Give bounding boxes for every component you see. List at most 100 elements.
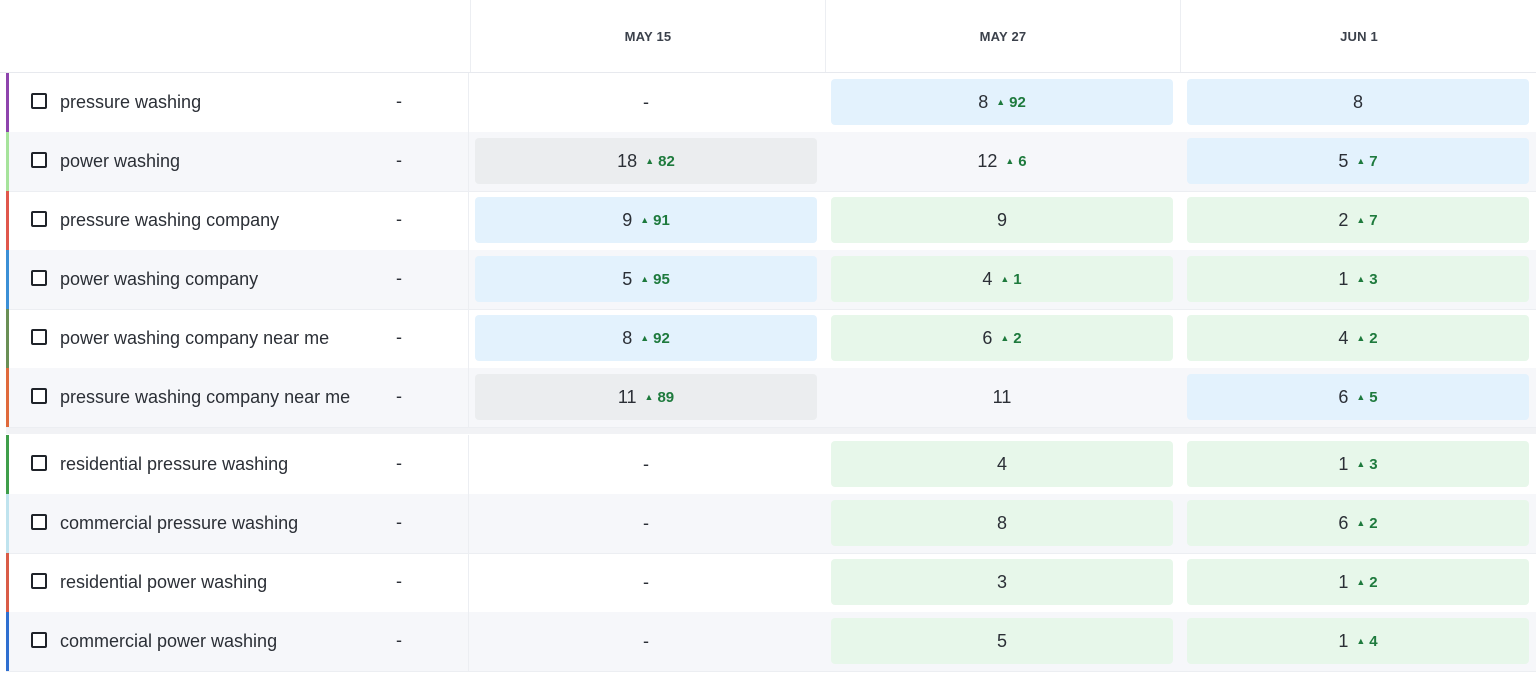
rank-cell[interactable]: -: [475, 441, 817, 487]
up-arrow-icon: ▲: [640, 333, 650, 343]
rank-cell[interactable]: -: [475, 79, 817, 125]
table-row[interactable]: pressure washing company -9 ▲ 91 9 2 ▲ 7: [6, 191, 1536, 251]
rank-value: 8: [1352, 91, 1363, 112]
column-separator: [468, 435, 469, 494]
up-arrow-icon: ▲: [1356, 215, 1366, 225]
rank-cell[interactable]: 1 ▲ 3: [1187, 256, 1529, 302]
rank-cell[interactable]: 8 ▲ 92: [831, 79, 1173, 125]
keyword-label: residential power washing: [60, 572, 268, 592]
rank-cell[interactable]: 1 ▲ 3: [1187, 441, 1529, 487]
table-row[interactable]: power washing -18 ▲ 82 12 ▲ 6 5 ▲ 7: [6, 132, 1536, 192]
rank-cell[interactable]: 2 ▲ 7: [1187, 197, 1529, 243]
rank-cell[interactable]: 6 ▲ 2: [1187, 500, 1529, 546]
up-arrow-icon: ▲: [1356, 333, 1366, 343]
rank-value: 8: [996, 512, 1007, 533]
rank-change: ▲ 91: [640, 212, 670, 229]
rank-change: ▲ 2: [1356, 515, 1377, 532]
rank-value: 11: [992, 386, 1012, 407]
keyword-label: pressure washing company: [60, 210, 280, 230]
keyword-label: commercial pressure washing: [60, 513, 299, 533]
rank-cell[interactable]: 8 ▲ 92: [475, 315, 817, 361]
table-row[interactable]: pressure washing - - 8 ▲ 92 8: [6, 73, 1536, 133]
rank-value: 12: [977, 150, 998, 171]
rank-cell[interactable]: -: [475, 618, 817, 664]
column-header[interactable]: MAY 15: [470, 0, 825, 72]
rank-cell[interactable]: 6 ▲ 5: [1187, 374, 1529, 420]
up-arrow-icon: ▲: [1356, 156, 1366, 166]
column-header[interactable]: JUN 1: [1180, 0, 1536, 72]
table-row[interactable]: pressure washing company near me -11 ▲ 89 11…: [6, 368, 1536, 428]
up-arrow-icon: ▲: [1356, 459, 1366, 469]
table-row[interactable]: residential pressure washing - - 4 1 ▲ 3: [6, 435, 1536, 495]
keyword-label: pressure washing company near me: [60, 387, 351, 407]
column-separator: [468, 132, 469, 191]
table-row[interactable]: power washing company -5 ▲ 95 4 ▲ 1 1 ▲ 3: [6, 250, 1536, 310]
row-checkbox[interactable]: [31, 455, 47, 471]
rank-cell[interactable]: 12 ▲ 6: [831, 138, 1173, 184]
row-checkbox[interactable]: [31, 211, 47, 227]
row-checkbox[interactable]: [31, 93, 47, 109]
rank-change: ▲ 89: [645, 389, 675, 406]
rank-cell[interactable]: 9 ▲ 91: [475, 197, 817, 243]
rank-value: 1: [1338, 453, 1349, 474]
rank-cell[interactable]: -: [475, 500, 817, 546]
row-checkbox[interactable]: [31, 388, 47, 404]
rank-cell[interactable]: 4 ▲ 2: [1187, 315, 1529, 361]
rank-value: 9: [996, 209, 1007, 230]
rank-cell[interactable]: 1 ▲ 4: [1187, 618, 1529, 664]
table-row[interactable]: power washing company near me -8 ▲ 92 6 ▲ 2 4 ▲ 2: [6, 309, 1536, 369]
row-checkbox[interactable]: [31, 270, 47, 286]
rank-change: ▲ 2: [1000, 330, 1021, 347]
rank-cell[interactable]: 9: [831, 197, 1173, 243]
base-rank-value: -: [396, 512, 402, 532]
rank-cell[interactable]: -: [475, 559, 817, 605]
column-separator: [468, 73, 469, 132]
rank-value: 4: [1338, 327, 1349, 348]
row-checkbox[interactable]: [31, 573, 47, 589]
up-arrow-icon: ▲: [640, 215, 650, 225]
table-row[interactable]: residential power washing - - 3 1 ▲ 2: [6, 553, 1536, 613]
rank-value: 1: [1338, 630, 1349, 651]
base-rank-value: -: [396, 453, 402, 473]
rank-cell[interactable]: 18 ▲ 82: [475, 138, 817, 184]
rank-change: ▲ 82: [645, 153, 675, 170]
rank-cell[interactable]: 5: [831, 618, 1173, 664]
table-row[interactable]: commercial pressure washing - - 8 6 ▲ 2: [6, 494, 1536, 554]
rank-cell[interactable]: 1 ▲ 2: [1187, 559, 1529, 605]
rank-change: ▲ 6: [1005, 153, 1026, 170]
rank-cell[interactable]: 5 ▲ 95: [475, 256, 817, 302]
keyword-label: pressure washing: [60, 92, 202, 112]
rank-cell[interactable]: 4: [831, 441, 1173, 487]
rank-change-value: 6: [1018, 152, 1027, 170]
rank-change-value: 5: [1369, 388, 1378, 406]
rank-value: 18: [617, 150, 638, 171]
rank-cell[interactable]: 8: [1187, 79, 1529, 125]
column-separator: [468, 309, 469, 368]
up-arrow-icon: ▲: [1356, 392, 1366, 402]
rank-change-value: 89: [657, 388, 675, 406]
rank-change: ▲ 1: [1000, 271, 1021, 288]
rank-value: 3: [996, 571, 1007, 592]
rank-cell[interactable]: 8: [831, 500, 1173, 546]
rank-value: -: [643, 571, 649, 592]
rank-change-value: 92: [1009, 93, 1026, 111]
rank-cell[interactable]: 4 ▲ 1: [831, 256, 1173, 302]
rank-change: ▲ 7: [1356, 153, 1377, 170]
row-color-marker: [6, 191, 9, 250]
row-checkbox[interactable]: [31, 329, 47, 345]
row-checkbox[interactable]: [31, 514, 47, 530]
row-checkbox[interactable]: [31, 152, 47, 168]
group-divider: [6, 428, 1536, 434]
column-header[interactable]: MAY 27: [825, 0, 1180, 72]
rank-cell[interactable]: 6 ▲ 2: [831, 315, 1173, 361]
rank-change: ▲ 95: [640, 271, 670, 288]
rank-change: ▲ 3: [1356, 456, 1377, 473]
rank-cell[interactable]: 3: [831, 559, 1173, 605]
table-row[interactable]: commercial power washing - - 5 1 ▲ 4: [6, 612, 1536, 672]
rank-cell[interactable]: 5 ▲ 7: [1187, 138, 1529, 184]
row-checkbox[interactable]: [31, 632, 47, 648]
rank-change-value: 82: [658, 152, 675, 170]
rank-value: -: [643, 512, 649, 533]
rank-cell[interactable]: 11: [831, 374, 1173, 420]
rank-cell[interactable]: 11 ▲ 89: [475, 374, 817, 420]
